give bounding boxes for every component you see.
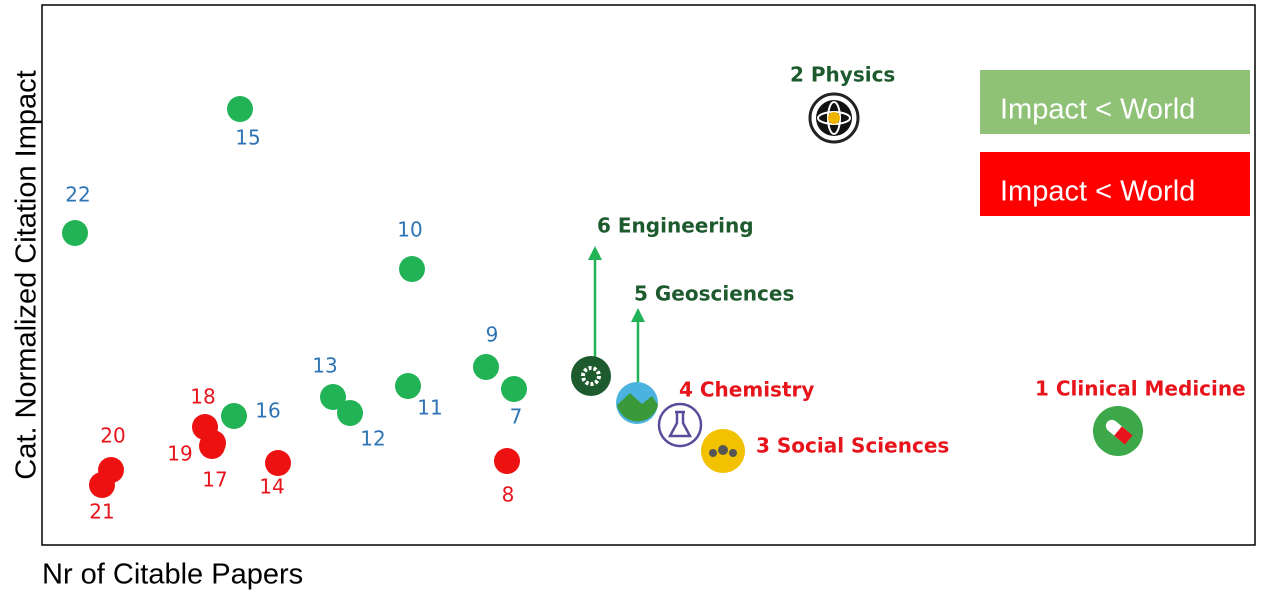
point [395,373,421,399]
y-axis-label: Cat. Normalized Citation Impact [11,70,43,479]
point [337,400,363,426]
point [265,450,291,476]
point-label: 14 [259,475,284,499]
point [320,384,346,410]
point-label: 10 [397,218,422,242]
point-label: 16 [255,399,280,423]
icons [571,92,1143,473]
point-label: 18 [190,385,215,409]
point [221,403,247,429]
chemistry-icon [657,402,703,448]
field-label: 6 Engineering [597,214,754,238]
legend-box [980,70,1250,134]
point-label: 21 [89,500,114,524]
x-axis-label: Nr of Citable Papers [42,559,303,590]
people [718,445,728,455]
point [501,376,527,402]
point [494,448,520,474]
flask [667,410,693,438]
field-label: 2 Physics [790,63,895,87]
point-label: 12 [360,427,385,451]
legend-label: Impact < World [1000,176,1195,208]
arrows [588,246,645,382]
legend-label: Impact < World [1000,94,1195,126]
point [200,430,226,456]
point-label: 8 [502,483,515,507]
people [709,449,717,457]
people [729,449,737,457]
physics-nucleus [828,112,840,124]
point [473,354,499,380]
point [399,256,425,282]
field-label: 4 Chemistry [679,378,814,402]
arrow-head [631,308,645,322]
point [62,220,88,246]
pill-half [1114,426,1133,445]
arrow-head [588,246,602,260]
point-label: 17 [202,468,227,492]
point [89,472,115,498]
point-label: 13 [312,354,337,378]
point-label: 19 [167,442,192,466]
point-label: 9 [486,323,499,347]
gear [581,366,601,386]
engineering-icon [571,356,611,396]
field-label: 3 Social Sciences [756,434,949,458]
point-label: 20 [100,424,125,448]
point [227,96,253,122]
point-label: 22 [65,183,90,207]
point-label: 15 [235,126,260,150]
point-label: 7 [510,405,523,429]
point-label: 11 [417,396,442,420]
plot-frame [41,4,1256,546]
field-label: 5 Geosciences [634,282,794,306]
hills [617,393,658,422]
field-label: 1 Clinical Medicine [1035,377,1246,401]
legend-box [980,152,1250,216]
